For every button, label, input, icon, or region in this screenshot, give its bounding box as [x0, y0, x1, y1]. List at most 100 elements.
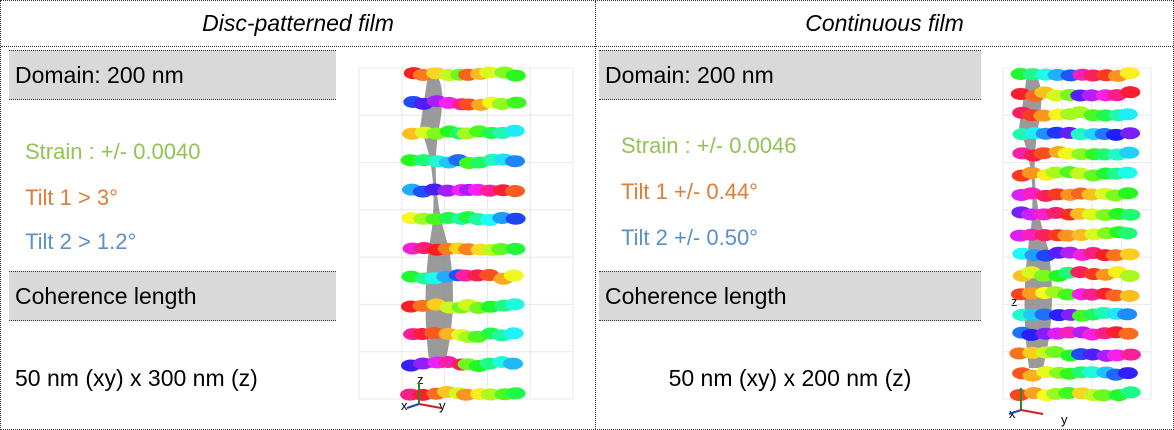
- slice: [1070, 187, 1139, 202]
- slice-part: [1117, 367, 1138, 380]
- slice-part: [505, 242, 526, 255]
- slice-part: [1118, 187, 1139, 200]
- slice: [458, 211, 526, 226]
- slice-part: [1033, 147, 1054, 160]
- slice-part: [1117, 166, 1138, 179]
- slice: [1011, 166, 1080, 182]
- slice-part: [1119, 146, 1140, 159]
- slice-part: [1082, 366, 1103, 379]
- slice: [1069, 207, 1141, 222]
- slice-part: [1034, 269, 1055, 282]
- slice: [1070, 266, 1140, 282]
- tilt-1: Tilt 1 > 3°: [25, 185, 118, 210]
- slice: [1069, 106, 1138, 122]
- slice-part: [1105, 289, 1126, 302]
- slice-part: [1057, 288, 1078, 301]
- slice-part: [1120, 208, 1141, 221]
- slice-part: [504, 124, 525, 137]
- slice: [458, 327, 524, 343]
- slice-part: [1081, 89, 1102, 102]
- slice-part: [1045, 346, 1066, 359]
- slice: [1010, 67, 1081, 82]
- slice: [458, 153, 525, 169]
- slice-part: [505, 69, 526, 82]
- slice: [457, 356, 524, 372]
- axis-label: y: [439, 398, 446, 413]
- slice: [1071, 287, 1140, 302]
- slice-part: [1120, 386, 1141, 399]
- slice: [1009, 346, 1081, 362]
- slice: [1010, 286, 1078, 301]
- coherence-header: Coherence length: [599, 271, 981, 321]
- slice-part: [503, 269, 524, 282]
- slice: [1010, 86, 1080, 102]
- slice-part: [1119, 289, 1140, 302]
- slice-part: [480, 388, 501, 401]
- slice-part: [505, 387, 526, 400]
- slice-part: [1120, 127, 1141, 140]
- axis-label: z: [417, 372, 424, 387]
- slice: [1072, 67, 1140, 82]
- slice-part: [503, 357, 524, 370]
- slice-part: [1093, 389, 1114, 402]
- slice: [403, 95, 472, 111]
- axis: [418, 403, 442, 409]
- axis-label: z: [1011, 294, 1018, 309]
- slice: [1012, 326, 1079, 341]
- slice: [456, 124, 525, 140]
- slice: [1072, 246, 1140, 262]
- slice-part: [1021, 166, 1042, 179]
- coherence-value: 50 nm (xy) x 200 nm (z): [668, 365, 912, 391]
- slice: [458, 96, 527, 111]
- slice: [1009, 228, 1078, 242]
- slice-part: [479, 66, 500, 79]
- divider: [595, 1, 596, 429]
- slice-part: [504, 298, 525, 311]
- slice-part: [503, 327, 524, 340]
- slice: [1012, 266, 1079, 282]
- slice: [457, 298, 525, 314]
- slice-part: [1034, 308, 1055, 321]
- slice: [1012, 366, 1080, 382]
- slice: [1070, 86, 1141, 102]
- panel-title: Disc-patterned film: [1, 1, 595, 47]
- slice: [1071, 306, 1138, 322]
- slice-part: [505, 185, 526, 198]
- slice-part: [1119, 67, 1140, 80]
- domain-header: Domain: 200 nm: [9, 50, 336, 100]
- axis-label: y: [1061, 412, 1068, 427]
- slice: [1070, 127, 1141, 141]
- slice: [1071, 366, 1138, 381]
- tilt-2: Tilt 2 > 1.2°: [25, 229, 137, 254]
- axis: [1008, 409, 1022, 415]
- slice-part: [504, 155, 525, 168]
- slice: [400, 154, 469, 169]
- slice: [455, 387, 526, 401]
- slice-part: [437, 184, 458, 197]
- strain: Strain : +/- 0.0040: [25, 139, 201, 164]
- slice: [1071, 146, 1140, 161]
- slice: [1011, 187, 1081, 202]
- domain-header: Domain: 200 nm: [599, 50, 981, 100]
- axis-label: x: [401, 398, 408, 413]
- coherence-header: Coherence length: [9, 271, 336, 321]
- slice-part: [412, 357, 433, 370]
- slice: [400, 385, 469, 401]
- slice-part: [1119, 248, 1140, 261]
- slice: [458, 242, 526, 256]
- tilt-1: Tilt 1 +/- 0.44°: [621, 179, 758, 204]
- slice-part: [1119, 269, 1140, 282]
- slice-part: [1117, 108, 1138, 121]
- slice-part: [1120, 348, 1141, 361]
- slice: [458, 183, 526, 198]
- slice: [1071, 226, 1138, 241]
- panel-title: Continuous film: [596, 1, 1173, 47]
- domain-render: z x y: [358, 66, 574, 413]
- slice-part: [491, 243, 512, 256]
- slice: [1011, 206, 1080, 221]
- slice: [458, 66, 526, 82]
- slice-part: [1120, 86, 1141, 99]
- slice: [1012, 146, 1078, 162]
- slice: [1012, 126, 1080, 141]
- slice-part: [1033, 109, 1054, 122]
